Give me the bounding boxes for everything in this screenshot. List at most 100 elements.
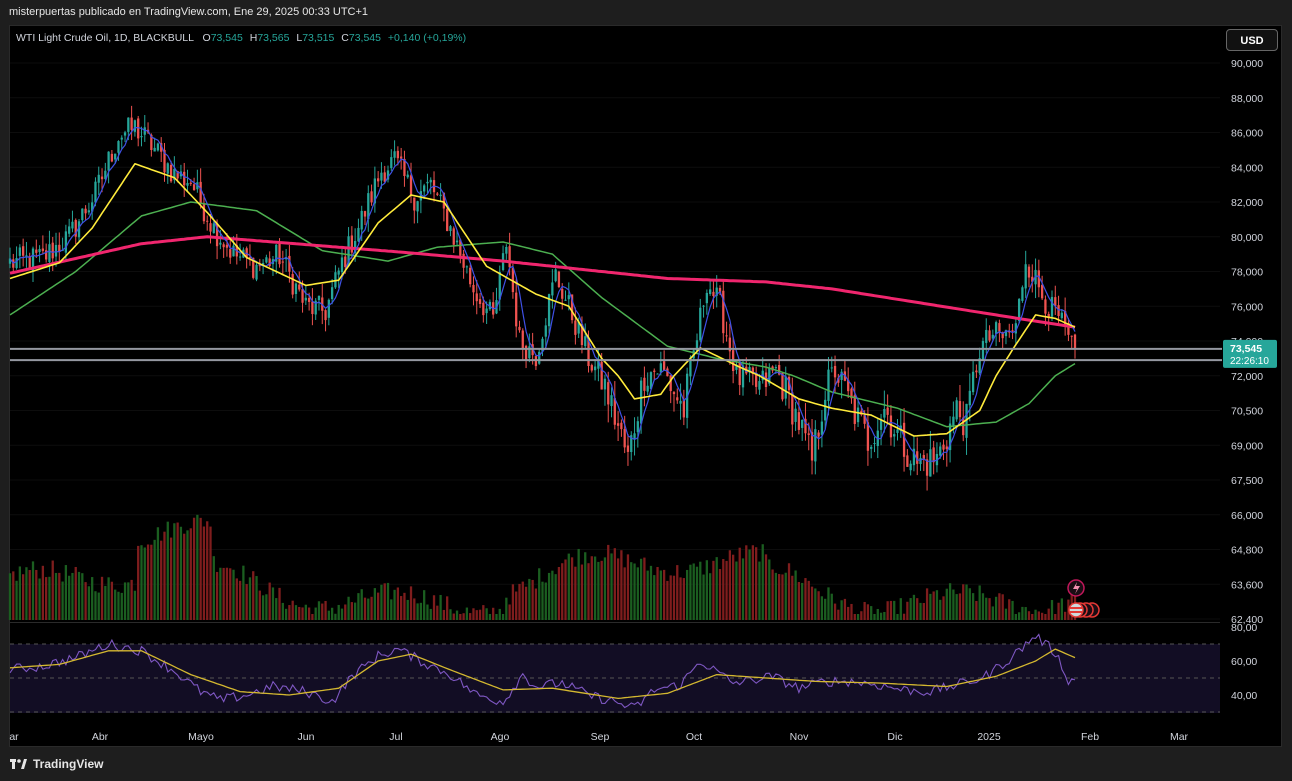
volume-bar [462,613,465,620]
candle-body [741,365,745,388]
candle-body [994,322,998,334]
candle-body [1070,335,1073,337]
volume-bar [245,584,248,620]
currency-button[interactable]: USD [1226,29,1278,51]
price-axis-label: 72,000 [1231,371,1263,383]
candle-body [403,158,406,176]
volume-bar [120,592,123,620]
volume-bar [298,606,301,620]
volume-bar [745,545,748,620]
volume-bar [781,574,784,620]
candle-body [367,193,370,220]
volume-bar [84,582,87,620]
volume-bar [948,583,952,620]
volume-bar [304,604,307,620]
volume-bar [1017,612,1021,620]
volume-bar [830,593,833,620]
candle-body [347,236,350,266]
candle-body [725,335,728,337]
volume-bar [501,614,505,620]
candle-body [508,246,511,268]
volume-bar [916,598,919,620]
candle-body [774,367,778,369]
volume-bar [682,578,685,620]
volume-bar [498,608,501,620]
candle-body [357,227,360,242]
volume-bar [843,598,847,620]
volume-bar [235,578,238,620]
candle-body [1054,297,1057,306]
candle-body [225,244,229,248]
ma-50-line [9,201,1076,428]
candle-body [557,271,561,288]
price-axis-label: 86,000 [1231,128,1263,140]
volume-bar [1060,598,1063,620]
volume-bar [889,600,893,620]
candle-body [449,226,452,231]
volume-bar [659,570,662,620]
volume-bar [8,573,12,620]
candle-body [978,358,981,374]
volume-bar [975,600,978,620]
volume-bar [994,596,998,620]
volume-bar [426,604,429,620]
volume-bar [150,544,153,620]
volume-bar [689,564,692,620]
candle-body [1024,264,1027,289]
volume-bar [633,563,636,620]
volume-bar [344,604,347,620]
volume-bar [81,573,84,620]
candle-body [173,168,176,180]
price-axis-label: 64,800 [1231,545,1263,557]
volume-bar [610,553,613,620]
candle-body [436,193,439,195]
volume-bar [778,574,781,620]
volume-bar [1004,608,1008,620]
candle-body [373,178,377,204]
volume-bar [163,531,166,620]
volume-bar [656,567,659,620]
candle-body [712,291,715,297]
candle-body [160,143,163,152]
volume-bar [672,575,676,620]
candle-body [304,297,307,301]
ma-200-line [9,235,1076,329]
candle-body [406,174,409,178]
candle-body [252,257,255,278]
volume-bar [981,593,985,620]
volume-bar [715,557,718,620]
time-axis-label: Feb [1081,731,1099,743]
candle-body [84,208,87,214]
tradingview-brand[interactable]: TradingView [10,757,103,771]
volume-bar [51,560,54,620]
volume-bar [363,597,367,620]
candle-body [662,361,666,370]
candle-body [925,459,929,476]
volume-bar [794,570,797,620]
volume-bar [71,572,74,620]
publication-attribution: misterpuertas publicado en TradingView.c… [9,6,369,18]
candle-body [679,400,682,404]
volume-bar [337,604,340,620]
volume-bar [403,592,406,620]
volume-bar [100,576,104,620]
volume-bar [613,548,616,620]
rsi-line [9,633,1076,709]
price-axis-label: 70,500 [1231,406,1263,418]
volume-bar [1044,614,1047,620]
candle-body [1011,330,1014,332]
candle-body [294,283,298,294]
volume-bar [787,563,791,620]
candle-body [824,399,827,421]
candle-body [580,323,584,346]
volume-bar [814,588,817,620]
volume-bar [28,570,31,620]
low-value: 73,515 [302,32,335,44]
volume-bar [367,598,370,620]
volume-bar [850,603,853,620]
volume-bar [373,588,377,620]
volume-bar [942,596,945,620]
volume-bar [452,613,455,620]
volume-bar [643,557,646,620]
